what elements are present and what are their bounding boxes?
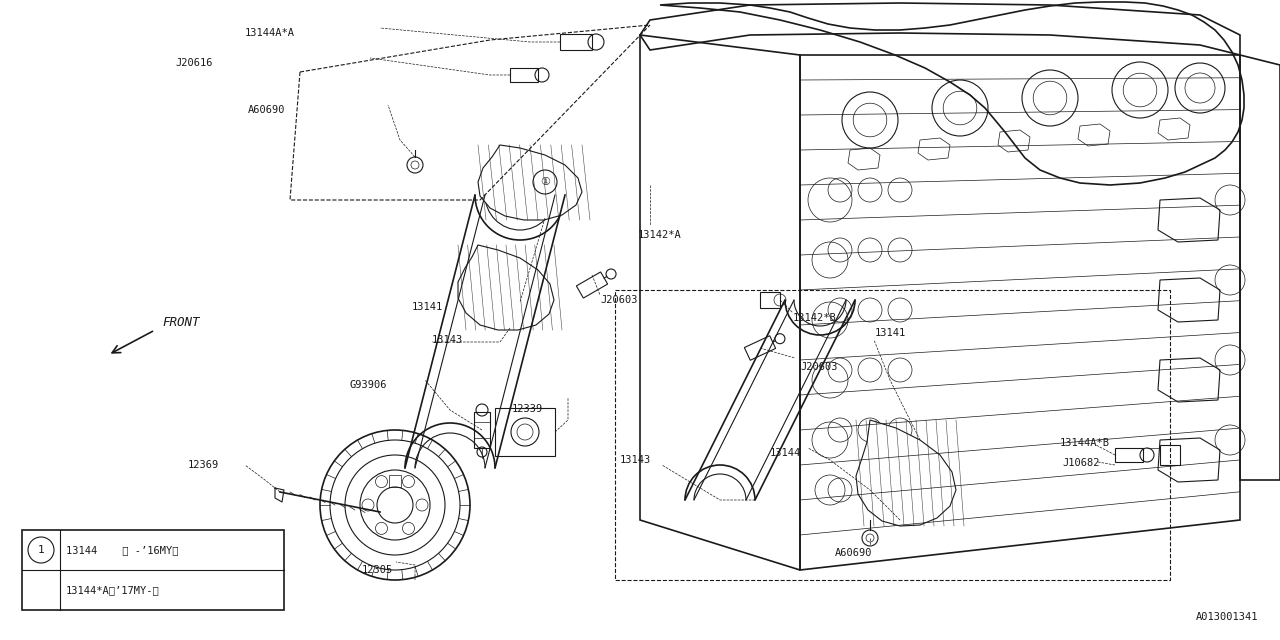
Text: A60690: A60690 [835,548,873,558]
Text: J10682: J10682 [1062,458,1100,468]
Text: 13142*A: 13142*A [637,230,682,240]
Text: 13144    〈 -’16MY〉: 13144 〈 -’16MY〉 [67,545,178,555]
Bar [22,530,284,610]
Text: A013001341: A013001341 [1196,612,1258,622]
Bar [760,292,780,308]
Text: J20603: J20603 [600,295,637,305]
Bar [1160,445,1180,465]
Text: 13144*A〈’17MY-〉: 13144*A〈’17MY-〉 [67,585,160,595]
Text: 13143: 13143 [620,455,652,465]
Circle shape [28,537,54,563]
Polygon shape [458,245,554,330]
Bar [495,408,556,456]
Text: 12339: 12339 [512,404,543,414]
Text: A60690: A60690 [248,105,285,115]
Bar [1115,448,1143,462]
Text: ①: ① [540,177,550,187]
Text: 12369: 12369 [188,460,219,470]
Text: G93906: G93906 [349,380,388,390]
Bar [509,68,538,82]
Circle shape [532,170,557,194]
Text: 13143: 13143 [433,335,463,345]
Polygon shape [856,420,956,526]
Text: 13141: 13141 [876,328,906,338]
Polygon shape [576,272,608,298]
Text: 13142*B: 13142*B [794,313,837,323]
Bar [474,412,490,448]
Text: J20603: J20603 [800,362,837,372]
Text: 13144A*A: 13144A*A [244,28,294,38]
Text: FRONT: FRONT [163,316,200,328]
Text: 13144: 13144 [771,448,801,458]
Text: 12305: 12305 [362,565,393,575]
Text: 13141: 13141 [412,302,443,312]
Text: J20616: J20616 [175,58,212,68]
Text: 1: 1 [37,545,45,555]
Text: 13144A*B: 13144A*B [1060,438,1110,448]
Polygon shape [477,145,582,220]
Bar [561,34,591,50]
Polygon shape [745,336,776,360]
